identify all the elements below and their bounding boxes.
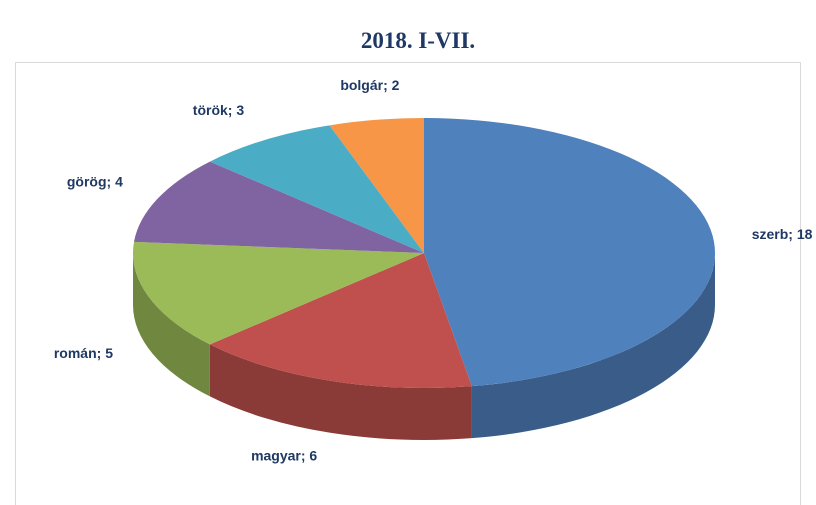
pie-slice [329,118,424,253]
pie-slice [209,253,472,388]
data-label: görög; 4 [67,174,123,190]
data-label: román; 5 [54,345,113,361]
data-label: bolgár; 2 [340,77,399,93]
pie-slice [133,161,425,253]
pie-slice-side [209,344,472,440]
pie-slice-side [133,253,210,397]
data-label: magyar; 6 [251,447,317,463]
pie-slice [133,241,424,345]
pie-slice [424,118,716,387]
chart-title: 2018. I-VII. [361,28,475,53]
data-label: török; 3 [193,102,245,118]
data-label: szerb; 18 [752,226,813,242]
pie-slice [209,125,424,253]
pie-slice-side [471,253,715,439]
